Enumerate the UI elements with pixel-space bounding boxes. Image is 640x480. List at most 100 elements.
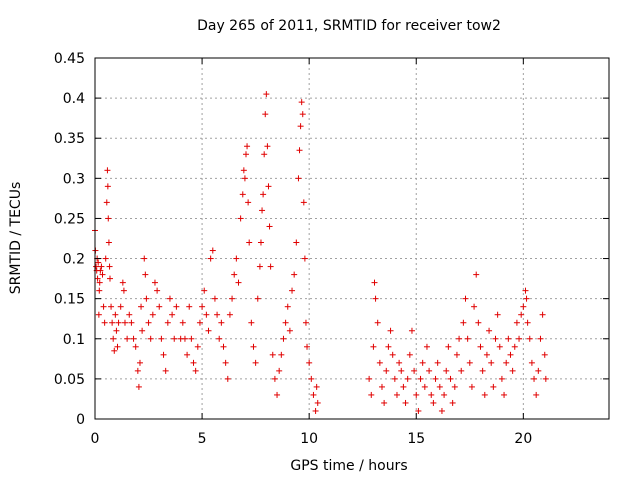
data-point <box>436 383 443 390</box>
data-point <box>151 279 158 286</box>
data-point <box>542 375 549 382</box>
data-point <box>291 271 298 278</box>
data-point <box>226 311 233 318</box>
data-point <box>192 367 199 374</box>
data-point <box>173 303 180 310</box>
data-point <box>194 343 201 350</box>
data-point <box>430 399 437 406</box>
data-point <box>132 343 139 350</box>
y-axis-label: SRMTID / TECUs <box>8 182 24 295</box>
data-point <box>141 255 148 262</box>
data-point <box>278 351 285 358</box>
data-point <box>260 191 267 198</box>
data-point <box>96 279 103 286</box>
data-point <box>438 407 445 414</box>
data-point <box>264 143 271 150</box>
x-tick-label: 5 <box>198 431 207 447</box>
data-point <box>376 359 383 366</box>
data-point <box>473 271 480 278</box>
y-tick-label: 0.2 <box>63 252 85 268</box>
x-axis-ticks: 0 5 10 15 20 <box>91 58 532 447</box>
data-point <box>105 215 112 222</box>
data-point <box>413 391 420 398</box>
data-point <box>443 367 450 374</box>
data-point <box>100 303 107 310</box>
data-point <box>162 367 169 374</box>
data-point <box>111 347 118 354</box>
x-tick-label: 0 <box>91 431 100 447</box>
data-point <box>518 311 525 318</box>
data-point <box>190 359 197 366</box>
data-point <box>396 359 403 366</box>
data-point <box>113 327 120 334</box>
data-point <box>240 167 247 174</box>
data-point <box>220 343 227 350</box>
data-point <box>295 175 302 182</box>
data-point <box>368 391 375 398</box>
data-point <box>266 223 273 230</box>
data-point <box>434 359 441 366</box>
data-point <box>496 343 503 350</box>
data-point <box>370 343 377 350</box>
y-tick-label: 0.05 <box>54 372 85 388</box>
y-tick-label: 0.15 <box>54 292 85 308</box>
data-point <box>112 311 119 318</box>
data-point <box>233 255 240 262</box>
data-point <box>486 327 493 334</box>
data-point <box>477 343 484 350</box>
data-point <box>254 295 261 302</box>
data-point <box>97 267 104 274</box>
data-point <box>505 335 512 342</box>
data-point <box>246 239 253 246</box>
data-point <box>274 391 281 398</box>
data-point <box>135 383 142 390</box>
data-point <box>250 343 257 350</box>
data-point <box>231 271 238 278</box>
x-axis-label: GPS time / hours <box>290 458 407 474</box>
data-point <box>99 271 106 278</box>
data-point <box>453 351 460 358</box>
data-point <box>531 375 538 382</box>
x-tick-label: 10 <box>300 431 318 447</box>
data-point <box>280 335 287 342</box>
data-point <box>207 255 214 262</box>
data-point <box>102 255 109 262</box>
data-point <box>415 407 422 414</box>
data-point <box>509 367 516 374</box>
data-point <box>115 319 122 326</box>
data-point <box>179 319 186 326</box>
data-point <box>96 287 103 294</box>
data-point <box>201 287 208 294</box>
data-point <box>539 311 546 318</box>
data-point <box>423 343 430 350</box>
data-point <box>511 343 518 350</box>
data-point <box>103 199 110 206</box>
data-point <box>524 319 531 326</box>
data-point <box>481 391 488 398</box>
data-point <box>117 303 124 310</box>
data-point <box>235 279 242 286</box>
data-point <box>104 183 111 190</box>
data-point <box>126 311 133 318</box>
data-point <box>471 303 478 310</box>
data-point <box>271 375 278 382</box>
data-point <box>533 391 540 398</box>
data-point <box>383 367 390 374</box>
chart-title: Day 265 of 2011, SRMTID for receiver tow… <box>197 18 501 34</box>
data-point <box>507 351 514 358</box>
data-point <box>119 279 126 286</box>
data-point <box>300 199 307 206</box>
y-tick-label: 0.35 <box>54 131 85 147</box>
data-point <box>447 375 454 382</box>
data-point <box>293 239 300 246</box>
data-point <box>398 367 405 374</box>
data-point <box>136 359 143 366</box>
data-point <box>286 327 293 334</box>
data-point <box>166 295 173 302</box>
data-point <box>209 247 216 254</box>
data-point <box>304 343 311 350</box>
data-point <box>301 255 308 262</box>
data-point <box>391 375 398 382</box>
data-point <box>371 279 378 286</box>
